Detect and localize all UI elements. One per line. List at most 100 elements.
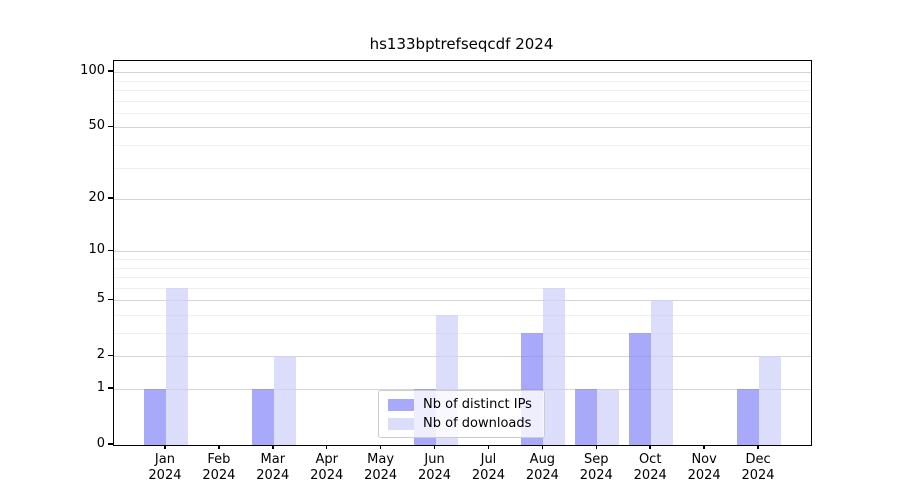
x-tick-year: 2024 [256,468,290,483]
x-tick-label: Sep 2024 [580,452,613,484]
x-tick-label: May 2024 [364,452,397,484]
y-tick-label: 5 [96,290,105,306]
bar-distinct-ips [575,389,598,445]
y-tick-label: 100 [80,62,105,78]
plot-area [113,60,812,446]
bar-downloads [597,389,620,445]
x-tick-month: Jun [424,452,445,467]
bar-distinct-ips [251,389,274,445]
x-tick-mark [325,445,328,449]
x-tick-label: Dec 2024 [741,452,774,484]
bar-distinct-ips [629,333,652,445]
minor-gridline [114,314,811,316]
y-tick-label: 0 [96,435,105,451]
x-tick-year: 2024 [148,468,182,483]
x-tick-mark [379,445,382,449]
x-tick-month: Mar [260,452,286,467]
x-tick-year: 2024 [471,468,505,483]
x-tick-label: Jan 2024 [148,452,181,484]
x-tick-label: Mar 2024 [256,452,289,484]
minor-gridline [114,90,811,91]
x-tick-mark [703,445,705,449]
minor-gridline [114,267,811,269]
x-tick-mark [433,445,436,449]
x-tick-label: Feb 2024 [202,452,235,484]
bar-downloads [273,356,296,445]
x-tick-month: May [367,452,395,467]
bar-distinct-ips [143,389,166,445]
x-tick-label: Jun 2024 [418,452,451,484]
y-tick-mark [108,387,113,389]
x-tick-mark [649,445,651,449]
x-tick-label: Oct 2024 [634,452,667,484]
x-tick-year: 2024 [202,468,236,483]
major-gridline [114,389,811,390]
legend-swatch-downloads [388,417,414,430]
x-tick-month: Jan [154,452,175,467]
x-tick-year: 2024 [417,468,452,483]
x-tick-year: 2024 [741,468,775,483]
x-tick-mark [218,445,220,449]
x-tick-month: Apr [315,452,338,467]
x-tick-mark [541,445,544,449]
x-tick-year: 2024 [579,468,613,483]
minor-gridline [114,258,811,260]
x-tick-month: Oct [638,452,662,467]
y-tick-mark [108,70,113,72]
x-tick-month: Aug [529,452,556,467]
bar-downloads [165,287,188,445]
minor-gridline [114,333,811,334]
y-tick-label: 50 [88,117,105,133]
bar-downloads [651,300,674,445]
y-tick-label: 2 [96,346,105,362]
x-tick-year: 2024 [633,468,667,483]
minor-gridline [114,287,811,289]
x-tick-year: 2024 [364,468,398,483]
y-tick-mark [108,125,113,128]
x-tick-month: Feb [207,452,231,467]
x-tick-mark [757,445,759,449]
legend-label-downloads: Nb of downloads [423,416,532,431]
x-tick-mark [272,445,274,449]
x-tick-month: Jul [480,452,497,467]
x-tick-mark [595,445,598,449]
legend: Nb of distinct IPs Nb of downloads [378,390,545,438]
x-tick-label: Nov 2024 [688,452,721,484]
minor-gridline [114,100,811,102]
y-tick-mark [108,354,113,356]
x-tick-year: 2024 [525,468,559,483]
minor-gridline [114,145,811,146]
minor-gridline [114,112,811,114]
minor-gridline [114,167,811,169]
minor-gridline [114,80,811,82]
x-tick-month: Nov [691,452,717,467]
bar-downloads [543,287,566,445]
legend-item-distinct-ips: Nb of distinct IPs [388,397,535,412]
x-tick-mark [487,445,490,449]
major-gridline [114,127,811,129]
major-gridline [114,251,811,253]
legend-swatch-distinct-ips [388,398,414,411]
major-gridline [114,356,811,358]
legend-label-distinct-ips: Nb of distinct IPs [423,397,532,412]
x-tick-month: Dec [745,452,771,467]
bar-downloads [759,356,782,445]
y-tick-mark [108,249,113,252]
x-tick-label: Jul 2024 [472,452,505,484]
major-gridline [114,300,811,302]
x-tick-mark [164,445,166,449]
bar-distinct-ips [737,389,760,445]
y-tick-label: 10 [88,241,105,257]
minor-gridline [114,277,811,279]
x-tick-month: Sep [584,452,609,467]
y-tick-label: 1 [96,379,105,395]
x-tick-label: Aug 2024 [526,452,559,484]
major-gridline [114,72,811,74]
y-tick-mark [108,443,113,445]
x-tick-label: Apr 2024 [310,452,343,484]
y-tick-mark [108,298,113,300]
legend-item-downloads: Nb of downloads [388,416,535,431]
major-gridline [114,199,811,201]
x-tick-year: 2024 [687,468,721,483]
